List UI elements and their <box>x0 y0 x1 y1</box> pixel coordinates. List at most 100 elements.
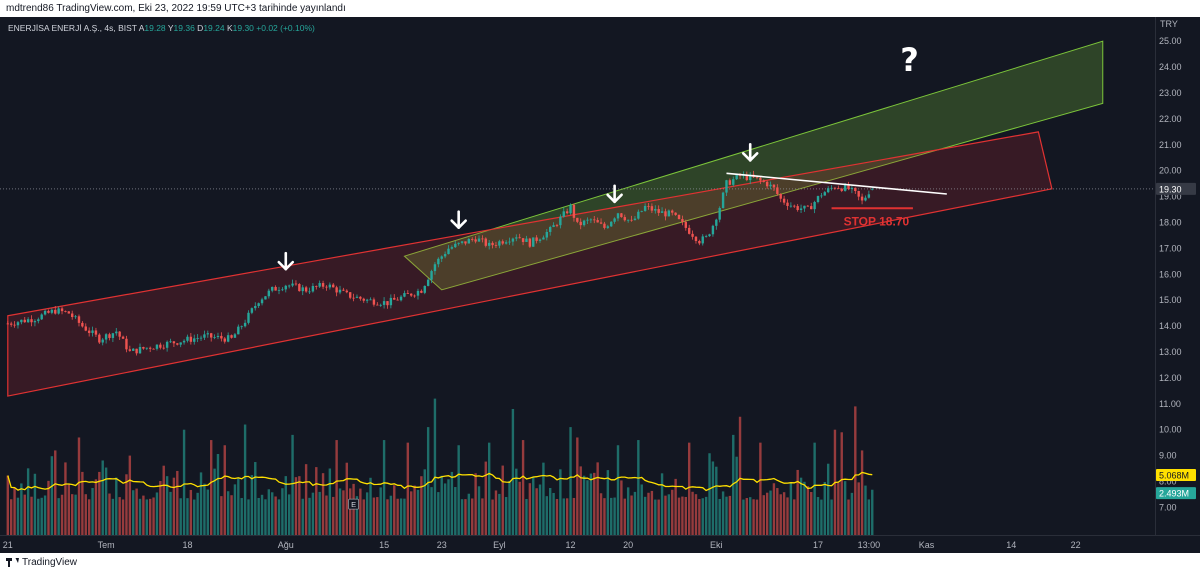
candle <box>47 309 50 314</box>
candle <box>64 310 67 313</box>
volume-bar <box>77 437 81 535</box>
volume-bar <box>376 497 379 535</box>
candle <box>186 334 189 343</box>
volume-bar <box>426 427 430 535</box>
candle-body <box>379 304 382 306</box>
candle-body <box>677 214 681 220</box>
candle <box>725 179 728 197</box>
volume-bar <box>640 484 643 535</box>
candle <box>16 321 20 329</box>
volume-bar <box>54 450 57 535</box>
candle-body <box>698 241 701 244</box>
candle <box>596 217 599 223</box>
earnings-marker-letter: E <box>351 500 356 509</box>
volume-bar <box>721 491 725 535</box>
volume-bar <box>447 479 450 535</box>
candle-body <box>843 184 847 191</box>
candle-body <box>521 238 525 242</box>
candle-body <box>182 340 186 343</box>
candle-body <box>199 337 203 339</box>
volume-bar <box>199 472 203 535</box>
volume-bar <box>152 497 155 535</box>
candle-body <box>396 299 399 301</box>
candle-body <box>579 221 582 226</box>
candle <box>118 331 121 340</box>
volume-bar <box>586 480 589 535</box>
price-tick-label: 17.00 <box>1159 243 1182 253</box>
candle-body <box>223 338 226 342</box>
candle-body <box>393 297 396 300</box>
candle-body <box>294 283 298 285</box>
candle <box>389 294 393 309</box>
candle-body <box>152 348 155 350</box>
candle-body <box>833 187 837 189</box>
candle <box>860 193 864 205</box>
volume-bar <box>596 462 599 535</box>
candle <box>755 177 759 180</box>
volume-bar <box>203 483 206 535</box>
candle-body <box>599 222 603 224</box>
candle <box>501 239 504 246</box>
candle-body <box>637 211 640 219</box>
volume-bar <box>691 491 694 535</box>
candle-body <box>565 211 569 214</box>
volume-bar <box>698 499 701 535</box>
candle-body <box>630 219 633 221</box>
candle-body <box>304 287 308 292</box>
candle-body <box>281 289 284 291</box>
candle-body <box>84 326 87 331</box>
candle <box>555 223 559 228</box>
candle-body <box>864 197 867 201</box>
candle-body <box>430 271 433 280</box>
volume-bar <box>193 499 196 535</box>
time-tick-label: 22 <box>1071 540 1081 550</box>
publish-info-text: mdtrend86 TradingView.com, Eki 23, 2022 … <box>6 3 346 14</box>
candle <box>610 221 613 227</box>
candle <box>847 181 850 191</box>
candle <box>460 241 464 245</box>
candle-body <box>98 334 101 343</box>
candle <box>135 348 138 356</box>
volume-bar <box>542 462 545 535</box>
volume-bar <box>257 497 260 535</box>
candle-body <box>264 296 267 300</box>
volume-bar <box>664 495 667 535</box>
volume-bar <box>247 499 250 535</box>
volume-bar <box>372 497 376 535</box>
volume-bar <box>759 442 762 535</box>
candle-body <box>311 286 315 292</box>
volume-bar <box>552 492 555 535</box>
volume-bar <box>430 487 433 535</box>
volume-bar <box>508 480 511 535</box>
volume-bar <box>765 492 769 535</box>
last-volume-tag: 2.493M <box>1156 487 1196 500</box>
volume-bar <box>386 499 389 535</box>
price-chart[interactable]: STOP 18.70? ENERJİSA ENERJİ A.Ş., 4s, BIS… <box>0 17 1200 553</box>
candle-body <box>243 322 247 327</box>
volume-bar <box>667 494 671 535</box>
candle-body <box>345 290 348 293</box>
earnings-marker-icon[interactable]: E <box>348 498 359 510</box>
candle <box>138 343 142 354</box>
time-tick-label: 17 <box>813 540 823 550</box>
volume-bar <box>684 496 687 535</box>
candle <box>487 240 491 250</box>
volume-bar <box>565 498 569 535</box>
candle <box>430 269 433 284</box>
candle-body <box>820 195 823 197</box>
volume-bar <box>769 490 772 535</box>
candle-body <box>810 206 813 210</box>
candle <box>410 293 413 297</box>
candle-body <box>447 248 450 255</box>
volume-bar <box>647 492 650 535</box>
candle <box>308 287 311 295</box>
candle <box>196 334 199 343</box>
volume-bar <box>630 495 633 535</box>
price-tick-label: 21.00 <box>1159 140 1182 150</box>
candle-body <box>30 319 33 323</box>
candle <box>348 291 352 300</box>
volume-bar <box>301 498 304 535</box>
candle <box>803 205 806 212</box>
volume-bar <box>338 488 342 535</box>
candle-body <box>826 188 830 193</box>
